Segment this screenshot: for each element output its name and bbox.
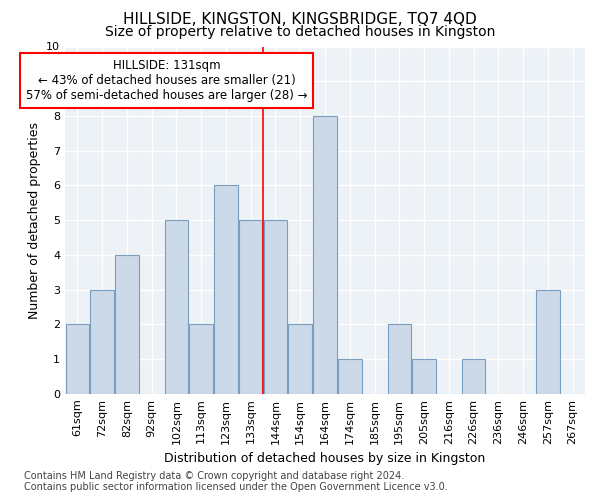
Bar bbox=[164, 220, 188, 394]
Bar bbox=[214, 186, 238, 394]
Text: HILLSIDE: 131sqm
← 43% of detached houses are smaller (21)
57% of semi-detached : HILLSIDE: 131sqm ← 43% of detached house… bbox=[26, 58, 307, 102]
X-axis label: Distribution of detached houses by size in Kingston: Distribution of detached houses by size … bbox=[164, 452, 485, 465]
Bar bbox=[65, 324, 89, 394]
Bar bbox=[388, 324, 411, 394]
Text: Contains HM Land Registry data © Crown copyright and database right 2024.
Contai: Contains HM Land Registry data © Crown c… bbox=[24, 471, 448, 492]
Bar bbox=[462, 359, 485, 394]
Bar bbox=[536, 290, 560, 394]
Text: HILLSIDE, KINGSTON, KINGSBRIDGE, TQ7 4QD: HILLSIDE, KINGSTON, KINGSBRIDGE, TQ7 4QD bbox=[123, 12, 477, 28]
Bar bbox=[239, 220, 262, 394]
Bar bbox=[412, 359, 436, 394]
Text: Size of property relative to detached houses in Kingston: Size of property relative to detached ho… bbox=[105, 25, 495, 39]
Bar bbox=[115, 255, 139, 394]
Bar bbox=[338, 359, 362, 394]
Bar bbox=[190, 324, 213, 394]
Y-axis label: Number of detached properties: Number of detached properties bbox=[28, 122, 41, 318]
Bar bbox=[263, 220, 287, 394]
Bar bbox=[313, 116, 337, 394]
Bar bbox=[289, 324, 312, 394]
Bar bbox=[91, 290, 114, 394]
